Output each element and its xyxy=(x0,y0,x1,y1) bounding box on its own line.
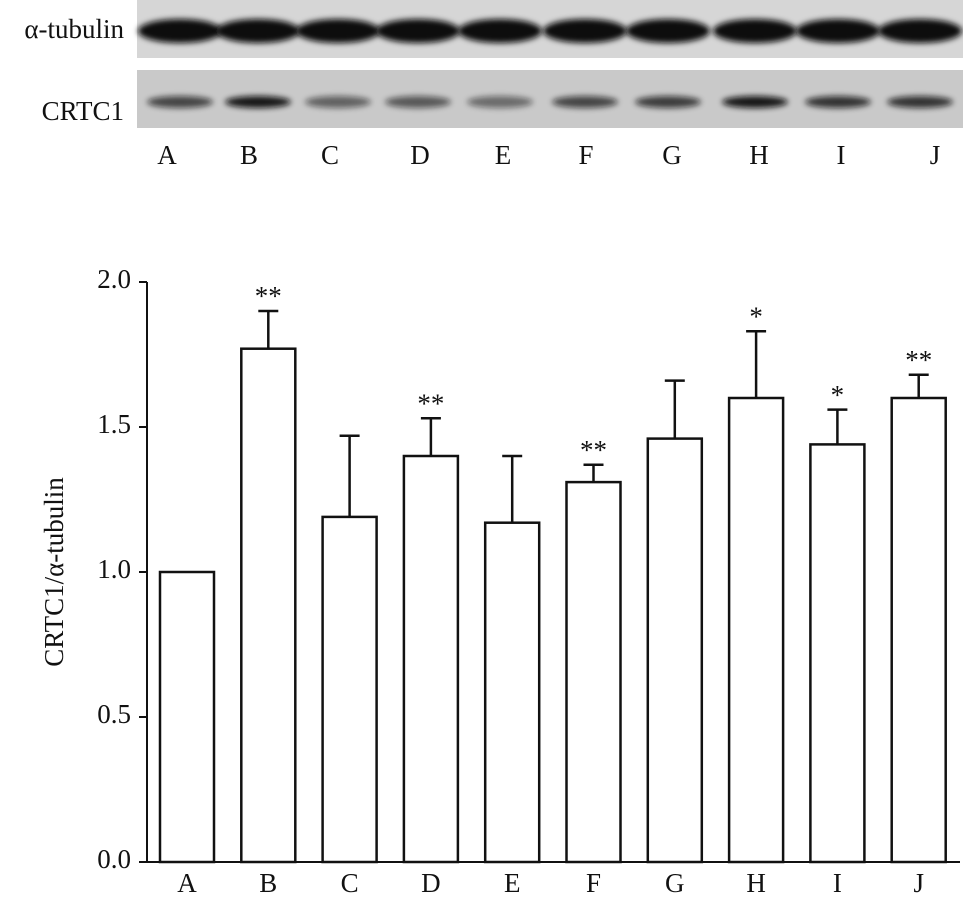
lane-label: B xyxy=(240,140,258,170)
x-tick-label: C xyxy=(341,868,359,898)
lane-label: G xyxy=(662,140,682,170)
bar xyxy=(727,396,785,864)
tubulin-band xyxy=(878,19,962,43)
x-tick-label: E xyxy=(504,868,521,898)
lane-label: I xyxy=(837,140,846,170)
crtc1-band xyxy=(147,96,213,108)
y-tick-label: 1.0 xyxy=(97,554,131,584)
crtc1-band xyxy=(305,96,371,108)
tubulin-band xyxy=(458,19,542,43)
crtc1-band xyxy=(467,96,533,108)
significance-label: ** xyxy=(580,435,607,465)
tubulin-band xyxy=(626,19,710,43)
lane-label: C xyxy=(321,140,339,170)
bar xyxy=(809,443,866,864)
error-bar xyxy=(827,408,848,445)
tubulin-band xyxy=(543,19,627,43)
error-bar xyxy=(908,373,929,398)
bar xyxy=(321,515,378,864)
x-tick-label: I xyxy=(833,868,842,898)
tubulin-band xyxy=(376,19,460,43)
error-bar xyxy=(583,463,604,483)
tubulin-band xyxy=(138,19,222,43)
tubulin-band xyxy=(713,19,797,43)
error-bar xyxy=(339,434,360,517)
lane-label: J xyxy=(930,140,941,170)
x-tick-label: F xyxy=(586,868,601,898)
crtc1-band xyxy=(225,96,291,108)
lane-label: F xyxy=(578,140,593,170)
tubulin-band xyxy=(796,19,880,43)
bar xyxy=(402,454,460,864)
lane-label: D xyxy=(410,140,430,170)
y-tick-label: 0.0 xyxy=(97,844,131,874)
significance-label: ** xyxy=(255,281,282,311)
lane-label: E xyxy=(495,140,512,170)
blot-row-label: CRTC1 xyxy=(42,96,124,126)
x-tick-label: J xyxy=(913,868,924,898)
significance-label: ** xyxy=(905,345,932,375)
y-tick-label: 0.5 xyxy=(97,699,131,729)
x-tick-label: G xyxy=(665,868,685,898)
crtc1-band xyxy=(887,96,953,108)
bar xyxy=(565,480,622,864)
crtc1-band xyxy=(635,96,701,108)
bar xyxy=(158,570,216,864)
error-bar xyxy=(664,379,685,439)
blot-row-label: α-tubulin xyxy=(24,14,124,44)
lane-label: H xyxy=(749,140,769,170)
significance-label: ** xyxy=(417,389,444,419)
y-axis-label: CRTC1/α-tubulin xyxy=(39,477,69,667)
crtc1-band xyxy=(805,96,871,108)
x-tick-label: B xyxy=(259,868,277,898)
error-bar xyxy=(502,454,523,523)
x-tick-label: D xyxy=(421,868,441,898)
bar xyxy=(483,521,541,864)
crtc1-band xyxy=(552,96,618,108)
significance-label: * xyxy=(831,380,845,410)
lane-label: A xyxy=(157,140,177,170)
error-bar xyxy=(258,309,279,349)
tubulin-band xyxy=(296,19,380,43)
bar xyxy=(646,437,704,864)
crtc1-band xyxy=(722,96,788,108)
bar xyxy=(240,347,297,864)
error-bar xyxy=(420,417,441,456)
y-tick-label: 2.0 xyxy=(97,264,131,294)
y-tick-label: 1.5 xyxy=(97,409,131,439)
significance-label: * xyxy=(749,302,763,332)
error-bar xyxy=(746,330,767,398)
tubulin-band xyxy=(216,19,300,43)
x-tick-label: A xyxy=(177,868,197,898)
crtc1-band xyxy=(385,96,451,108)
x-tick-label: H xyxy=(746,868,766,898)
bar xyxy=(890,396,947,864)
